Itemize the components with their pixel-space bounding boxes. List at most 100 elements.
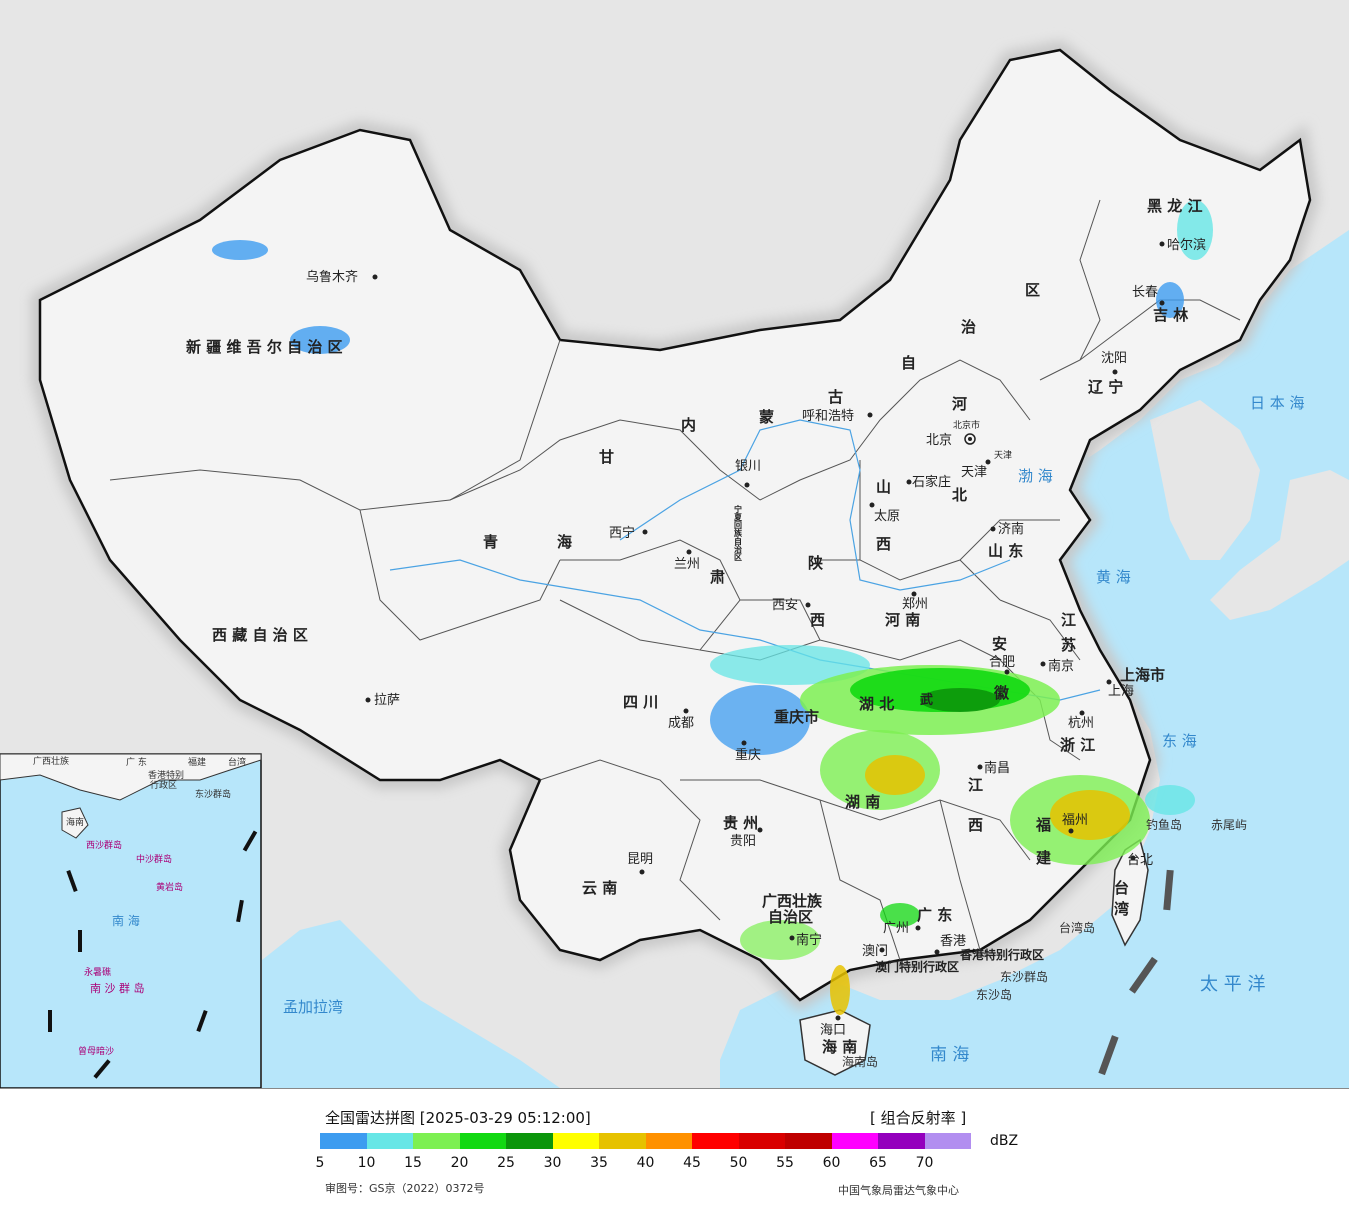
label-taiwan-island: 台湾岛: [1059, 920, 1095, 935]
label-nanchang: 南昌: [984, 760, 1010, 776]
label-beijing: 北京: [926, 433, 952, 448]
label-guizhou: 贵 州: [723, 814, 758, 832]
legend-tick-label: 10: [357, 1155, 376, 1171]
legend-swatch: [831, 1133, 878, 1149]
legend-swatch: [599, 1133, 646, 1149]
legend-swatch: [645, 1133, 692, 1149]
label-shanxi-1: 山: [876, 478, 891, 496]
legend-swatch: [878, 1133, 925, 1149]
label-neimeng-6: 区: [1025, 281, 1040, 299]
label-qinghai-1: 青: [483, 533, 498, 551]
legend-tick-label: 65: [869, 1155, 887, 1171]
label-hebei-1: 河: [952, 395, 967, 413]
label-shaanxi-2: 西: [810, 611, 825, 629]
label-gansu: 甘: [599, 448, 614, 466]
legend-tick-label: 35: [590, 1155, 608, 1171]
label-hunan: 湖 南: [845, 793, 880, 811]
province-borders: [109, 199, 1241, 961]
legend-tick-label: 15: [404, 1155, 422, 1171]
legend-tick-label: 45: [683, 1155, 701, 1171]
label-hk: 香港特别行政区: [959, 947, 1044, 962]
label-taiwan-1: 台: [1114, 879, 1129, 897]
inset-zhongsha: 中沙群岛: [136, 853, 172, 865]
legend-swatch: [924, 1133, 971, 1149]
label-urumqi: 乌鲁木齐: [306, 269, 358, 285]
label-haikou: 海口: [820, 1023, 846, 1038]
label-anhui-2: 徽: [993, 684, 1010, 702]
label-heilongjiang: 黑 龙 江: [1147, 197, 1202, 215]
label-chiwei: 赤尾屿: [1211, 818, 1247, 832]
legend-tick-label: 20: [450, 1155, 469, 1171]
label-gansu-2: 肃: [710, 568, 725, 586]
legend-swatch: [459, 1133, 506, 1149]
label-hefei: 合肥: [989, 655, 1015, 670]
label-shaanxi-1: 陕: [808, 554, 823, 572]
south-china-sea-inset: [0, 753, 262, 1088]
label-shanghai: 上海市: [1120, 666, 1165, 684]
label-nanning: 南宁: [796, 932, 822, 948]
label-jilin: 吉 林: [1153, 306, 1189, 324]
label-jiangsu-2: 苏: [1061, 636, 1076, 654]
label-xining: 西宁: [609, 525, 635, 541]
label-sichuan: 四 川: [623, 693, 658, 711]
label-neimeng-1: 内: [681, 416, 696, 434]
label-xizang: 西 藏 自 治 区: [212, 626, 308, 644]
inset-fujian: 福建: [188, 756, 206, 768]
label-qinghai-2: 海: [557, 533, 572, 551]
label-ningxia: 宁夏回族自治区: [733, 504, 743, 562]
korea-land: [1150, 400, 1260, 560]
legend-swatch: [692, 1133, 739, 1149]
label-fujian-2: 建: [1036, 849, 1052, 867]
inset-taiwan: 台湾: [228, 756, 246, 768]
legend-swatch: [320, 1133, 367, 1149]
inset-hainan: 海南: [66, 816, 84, 828]
legend-swatch: [738, 1133, 785, 1149]
legend-tick-label: 5: [315, 1155, 325, 1171]
inset-nansha: 南 沙 群 岛: [90, 981, 145, 995]
label-xian: 西安: [772, 598, 798, 613]
label-guangxi-1: 广西壮族: [762, 892, 823, 910]
label-yinchuan: 银川: [735, 459, 761, 474]
label-zhengzhou: 郑州: [902, 597, 928, 612]
inset-nanhai: 南 海: [112, 913, 140, 928]
label-hongkong-c: 香港: [940, 934, 966, 949]
label-henan: 河 南: [885, 611, 920, 629]
label-diaoyu: 钓鱼岛: [1146, 817, 1182, 832]
label-jiangxi-2: 西: [968, 816, 983, 834]
label-taiyuan: 太原: [874, 509, 900, 524]
island-labels: 钓鱼岛 赤尾屿 台湾岛 东沙群岛 东沙岛 海南岛: [842, 817, 1247, 1069]
label-shandong: 山 东: [988, 542, 1023, 560]
label-hohhot: 呼和浩特: [802, 409, 854, 424]
radar-map: 新 疆 维 吾 尔 自 治 区 西 藏 自 治 区 青 海 甘 肃 内 蒙 古 …: [0, 0, 1349, 1088]
label-shanghai-c: 上海: [1108, 684, 1134, 699]
label-dongsha-d: 东沙岛: [976, 987, 1012, 1002]
inset-huangyan: 黄岩岛: [156, 881, 183, 893]
label-shenyang: 沈阳: [1101, 351, 1127, 366]
inset-hk2: 行政区: [150, 779, 177, 791]
japan-land: [1210, 470, 1349, 620]
label-fujian-1: 福: [1035, 816, 1051, 834]
label-beijing-shi: 北京市: [953, 419, 980, 431]
label-xinjiang: 新 疆 维 吾 尔 自 治 区: [186, 338, 343, 356]
legend-unit: dBZ: [990, 1133, 1019, 1149]
inset-hk: 香港特别: [148, 769, 184, 781]
province-labels: 新 疆 维 吾 尔 自 治 区 西 藏 自 治 区 青 海 甘 肃 内 蒙 古 …: [186, 197, 1202, 1056]
inset-zengmu: 曾母暗沙: [78, 1045, 114, 1057]
inset-guangxi: 广西壮族: [33, 755, 69, 767]
legend-tick-label: 30: [543, 1155, 562, 1171]
legend-tick-label: 55: [776, 1155, 794, 1171]
label-tianjin: 天津: [961, 465, 987, 480]
label-japan-sea: 日 本 海: [1250, 394, 1305, 412]
legend-swatch: [506, 1133, 553, 1149]
legend-tick-label: 60: [822, 1155, 841, 1171]
label-neimeng-3: 古: [828, 388, 843, 406]
label-bohai: 渤 海: [1018, 467, 1053, 485]
label-shijiazhuang: 石家庄: [912, 474, 951, 490]
label-guangzhou: 广州: [883, 921, 909, 936]
inset-xisha: 西沙群岛: [86, 839, 122, 851]
label-macau: 澳门特别行政区: [875, 959, 959, 974]
legend-swatch: [366, 1133, 413, 1149]
label-fuzhou: 福州: [1062, 813, 1088, 828]
label-kunming: 昆明: [627, 852, 653, 867]
label-chengdu: 成都: [668, 716, 694, 731]
